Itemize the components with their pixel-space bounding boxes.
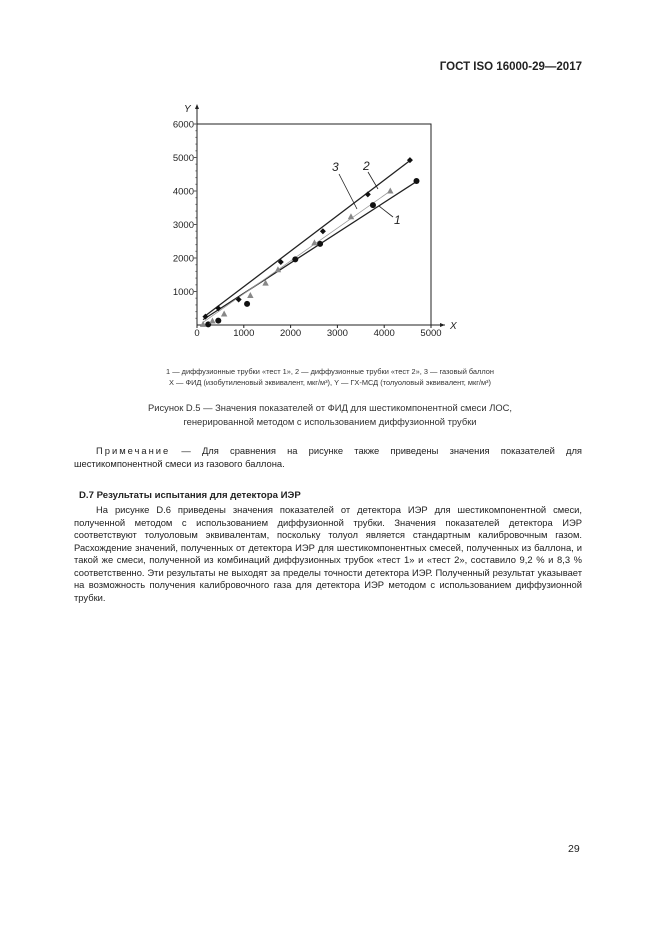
figure-title-line-2: генерированной методом с использованием … <box>183 416 477 427</box>
x-tick-label: 1000 <box>233 328 254 339</box>
data-point-series-3 <box>209 317 216 324</box>
data-point-series-2 <box>277 259 284 266</box>
y-tick-label: 1000 <box>173 287 194 298</box>
series-label-1: 1 <box>394 213 401 227</box>
series-label-leader-2 <box>367 171 379 190</box>
figure-title-line-1: Рисунок D.5 — Значения показателей от ФИ… <box>147 402 513 413</box>
data-point-series-3 <box>247 292 254 299</box>
data-point-series-2 <box>319 228 326 235</box>
y-tick-label: 4000 <box>173 187 194 198</box>
y-tick-label: 5000 <box>173 153 194 164</box>
note: Примечание — Для сравнения на рисунке та… <box>74 445 582 470</box>
fit-line-series-2 <box>204 159 412 317</box>
x-axis-label: X <box>449 321 457 332</box>
note-label: Примечание <box>96 445 171 456</box>
figure-legend-line-2: X — ФИД (изобутиленовый эквивалент, мкг/… <box>169 378 491 387</box>
section-paragraph: На рисунке D.6 приведены значения показа… <box>74 504 582 603</box>
data-point-series-1 <box>369 202 376 209</box>
x-tick-label: 5000 <box>420 328 441 339</box>
data-point-series-1 <box>413 177 420 184</box>
y-tick-label: 3000 <box>173 220 194 231</box>
data-point-series-2 <box>215 305 222 312</box>
figure-d5-chart: X Y 0 1000 2000 3000 4000 5000 1000 2000 3000 4000 5… <box>173 104 457 339</box>
y-tick-label: 2000 <box>173 254 194 265</box>
data-point-series-3 <box>220 310 228 317</box>
x-tick-label: 0 <box>194 328 199 339</box>
x-tick-label: 2000 <box>280 328 301 339</box>
data-point-series-3 <box>274 266 282 273</box>
fit-line-series-3 <box>202 190 391 323</box>
data-point-series-1 <box>292 256 299 263</box>
data-point-series-2 <box>364 191 371 198</box>
data-point-series-3 <box>262 279 269 286</box>
figure-legend-line-1: 1 — диффузионные трубки «тест 1», 2 — ди… <box>166 367 494 376</box>
section-heading: D.7 Результаты испытания для детектора И… <box>79 490 301 501</box>
section-body: На рисунке D.6 приведены значения показа… <box>74 504 582 604</box>
data-point-series-2 <box>406 157 413 164</box>
y-axis-label: Y <box>184 104 192 115</box>
y-tick-label: 6000 <box>173 120 194 131</box>
data-point-series-2 <box>235 296 242 303</box>
data-point-series-1 <box>244 300 251 307</box>
data-point-series-2 <box>202 313 209 320</box>
x-tick-label: 4000 <box>374 328 395 339</box>
note-text: — Для сравнения на рисунке также приведе… <box>74 445 582 469</box>
data-point-series-1 <box>317 240 324 247</box>
document-header: ГОСТ ISO 16000-29—2017 <box>439 61 582 73</box>
series-label-leader-1 <box>378 205 394 218</box>
page-number: 29 <box>568 843 580 855</box>
data-point-series-3 <box>199 320 207 327</box>
series-label-2: 2 <box>362 159 370 173</box>
fit-line-series-1 <box>202 180 418 321</box>
data-point-series-1 <box>215 317 222 324</box>
x-tick-label: 3000 <box>327 328 348 339</box>
y-axis-arrow-icon <box>195 104 199 109</box>
x-axis-arrow-icon <box>440 323 445 327</box>
data-point-series-3 <box>311 239 318 246</box>
series-label-leader-3 <box>338 173 358 210</box>
data-point-series-3 <box>347 213 355 220</box>
series-label-3: 3 <box>332 160 339 174</box>
data-point-series-3 <box>387 187 394 194</box>
